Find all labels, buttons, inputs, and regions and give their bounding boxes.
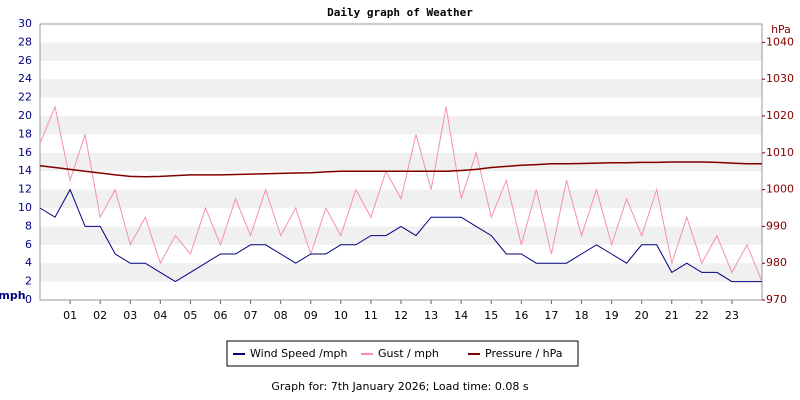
legend-label: Gust / mph [378, 347, 439, 360]
grid-band [40, 226, 762, 245]
x-tick-label: 19 [605, 309, 619, 322]
y2-tick-label: 980 [766, 256, 787, 269]
x-tick-label: 05 [183, 309, 197, 322]
grid-band [40, 134, 762, 153]
series-line [39, 188, 762, 283]
x-tick-label: 12 [394, 309, 408, 322]
grid-band [40, 171, 762, 190]
y-tick-label: 0 [25, 293, 32, 306]
y-tick-label: 20 [18, 109, 32, 122]
grid-band [40, 42, 762, 61]
grid-band [40, 60, 762, 80]
grid-band [40, 97, 762, 116]
grid-band [40, 24, 762, 43]
grid-band [40, 116, 762, 135]
legend-label: Wind Speed /mph [250, 347, 348, 360]
x-tick-label: 15 [484, 309, 498, 322]
y-axis-label: mph [0, 289, 26, 302]
chart-title: Daily graph of Weather [327, 6, 473, 19]
x-tick-label: 13 [424, 309, 438, 322]
y-tick-label: 30 [18, 17, 32, 30]
x-tick-label: 21 [665, 309, 679, 322]
legend-label: Pressure / hPa [485, 347, 563, 360]
x-tick-label: 23 [725, 309, 739, 322]
y2-tick-label: 970 [766, 293, 787, 306]
legend-box [226, 340, 579, 367]
x-tick-label: 20 [635, 309, 649, 322]
footer: Graph for: 7th January 2026; Load time: … [271, 380, 528, 393]
y-tick-label: 2 [25, 275, 32, 288]
y-tick-label: 14 [18, 164, 32, 177]
x-tick-label: 17 [544, 309, 558, 322]
x-tick-label: 04 [153, 309, 167, 322]
grid-band [40, 263, 762, 282]
y2-tick-label: 990 [766, 219, 787, 232]
x-tick-label: 01 [63, 309, 77, 322]
y-tick-label: 4 [25, 256, 32, 269]
y2-tick-label: 1040 [766, 35, 794, 48]
x-tick-label: 08 [274, 309, 288, 322]
x-tick-label: 10 [334, 309, 348, 322]
y2-tick-label: 1020 [766, 109, 794, 122]
grid-band [40, 152, 762, 172]
x-tick-label: 07 [244, 309, 258, 322]
x-tick-label: 11 [364, 309, 378, 322]
y-tick-label: 6 [25, 238, 32, 251]
x-tick-label: 03 [123, 309, 137, 322]
x-tick-label: 16 [514, 309, 528, 322]
y-tick-label: 24 [18, 72, 32, 85]
grid-band [40, 281, 762, 300]
y-tick-label: 8 [25, 219, 32, 232]
x-tick-label: 06 [214, 309, 228, 322]
grid-band [40, 244, 762, 264]
x-tick-label: 18 [575, 309, 589, 322]
y2-tick-label: 1000 [766, 183, 794, 196]
y2-axis-label: hPa [771, 23, 791, 36]
y-tick-label: 22 [18, 91, 32, 104]
y-tick-label: 18 [18, 127, 32, 140]
y2-tick-label: 1030 [766, 72, 794, 85]
x-tick-label: 22 [695, 309, 709, 322]
y-tick-label: 12 [18, 183, 32, 196]
x-tick-label: 02 [93, 309, 107, 322]
grid-band [40, 79, 762, 98]
grid-band [40, 208, 762, 227]
y-tick-label: 10 [18, 201, 32, 214]
x-tick-label: 09 [304, 309, 318, 322]
y2-tick-label: 1010 [766, 146, 794, 159]
y-tick-label: 28 [18, 35, 32, 48]
x-tick-label: 14 [454, 309, 468, 322]
y-tick-label: 26 [18, 54, 32, 67]
series-line [39, 105, 763, 282]
series-line [39, 161, 762, 178]
y-tick-label: 16 [18, 146, 32, 159]
